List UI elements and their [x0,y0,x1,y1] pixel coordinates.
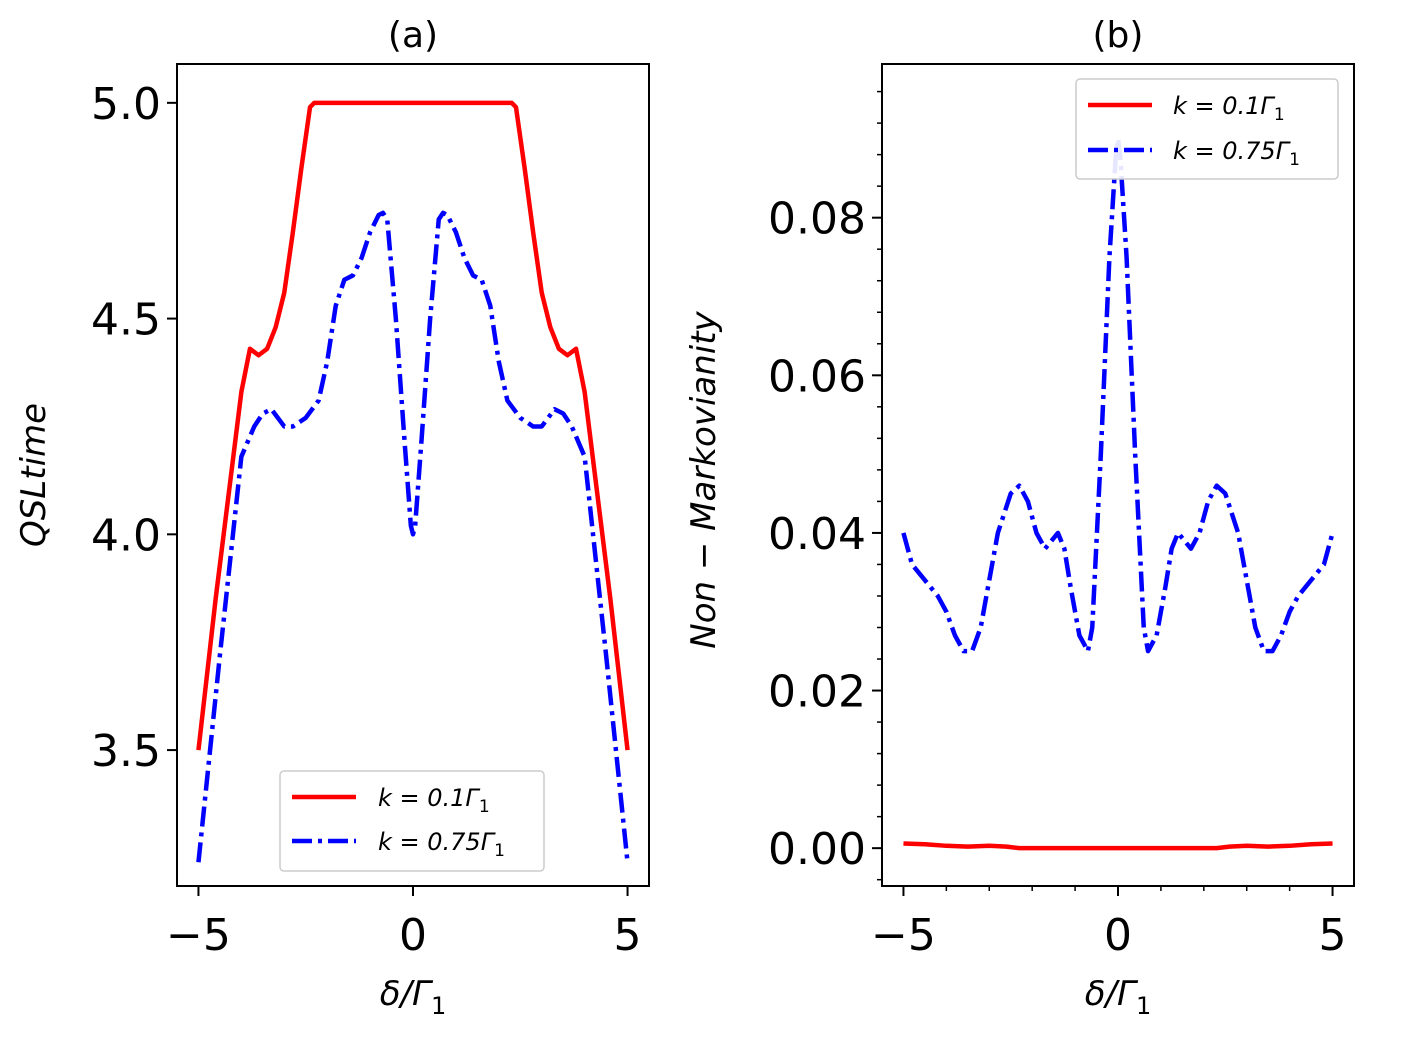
panel-a-xlabel: δ/Γ1 [380,974,446,1020]
panel-b-ylabel: Non − Markovianity [684,310,724,648]
panel-b-legend-label-blue-sub: 1 [1289,150,1300,170]
panel-b-ticks: −5 0 5 0.00 0.02 0.04 0.06 0.08 [768,90,1347,961]
panel-a-legend-label-blue-main: k = 0.75Γ [378,828,496,856]
panel-b-legend-label-blue: k = 0.75Γ1 [1173,137,1300,170]
panel-a-xtick-label: −5 [166,910,231,961]
panel-a-title: (a) [388,15,438,56]
panel-a-xtick-label: 5 [614,910,642,961]
panel-a-legend-label-red-main: k = 0.1Γ [378,784,480,812]
panel-b-xtick-label: −5 [871,910,936,961]
panel-b-xtick-label: 0 [1104,910,1132,961]
panel-b-xlabel: δ/Γ1 [1085,974,1151,1020]
panel-a-ylabel: QSLtime [14,403,54,547]
panel-b: (b) −5 0 50.000.020.040.060.08 δ/Γ1 Non − … [684,15,1355,1020]
panel-b-title: (b) [1093,15,1144,56]
panel-a-ytick-label: 4.5 [91,295,161,346]
panel-a-series-blue-line [196,210,630,863]
panel-a-ytick-label: 3.5 [91,726,161,777]
panel-b-legend-label-blue-main: k = 0.75Γ [1173,137,1291,165]
panel-b-legend: k = 0.1Γ1 k = 0.75Γ1 [1075,78,1339,180]
panel-a-series-red-line [196,100,630,751]
panel-b-ytick-label: 0.04 [768,509,866,560]
panel-b-ytick-label: 0.02 [768,667,866,718]
panel-b-ytick-label: 0.08 [768,194,866,245]
panel-a-legend: k = 0.1Γ1 k = 0.75Γ1 [279,770,545,872]
panel-b-plot-area [901,136,1335,851]
panel-a-legend-label-blue-sub: 1 [494,841,505,861]
panel-a-xtick-label: 0 [399,910,427,961]
panel-b-xlabel-main: δ/Γ [1085,974,1139,1014]
panel-a-xlabel-main: δ/Γ [380,974,434,1014]
panel-a-plot-area [196,100,630,863]
panel-a-xlabel-sub: 1 [431,992,446,1020]
panel-b-ytick-label: 0.06 [768,351,866,402]
panel-b-series-blue-line [901,136,1335,654]
panel-b-ytick-label: 0.00 [768,824,866,875]
panel-a-ytick-label: 4.0 [91,510,161,561]
panel-b-xtick-label: 5 [1319,910,1347,961]
panel-b-series-red-line [903,841,1333,851]
panel-b-legend-label-red: k = 0.1Γ1 [1173,92,1285,125]
panel-a-ytick-label: 5.0 [91,79,161,130]
panel-a-legend-label-blue: k = 0.75Γ1 [378,828,505,861]
panel-a: (a) −5 0 53.54.04.55.0 δ/Γ1 QSLtime k = 0.… [14,15,650,1020]
panel-b-legend-label-red-sub: 1 [1274,105,1285,125]
panel-b-xlabel-sub: 1 [1136,992,1151,1020]
panel-a-ticks: −5 0 5 3.5 4.0 4.5 5.0 [91,79,642,961]
panel-b-legend-label-red-main: k = 0.1Γ [1173,92,1275,120]
panel-a-legend-label-red: k = 0.1Γ1 [378,784,490,817]
panel-a-legend-label-red-sub: 1 [479,797,490,817]
